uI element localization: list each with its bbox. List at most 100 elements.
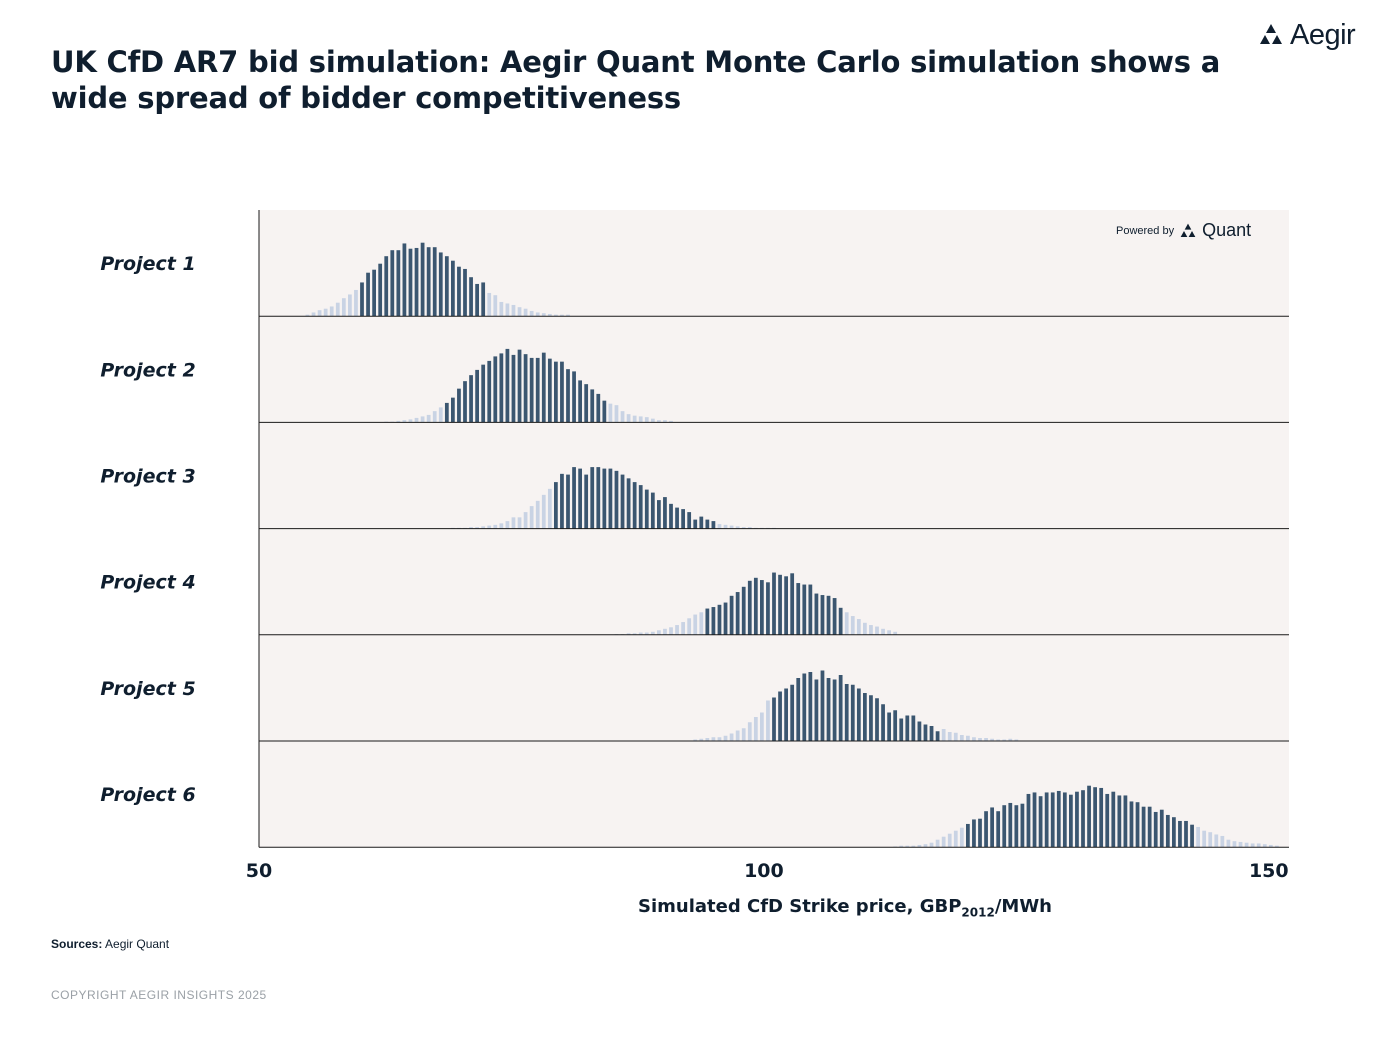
histogram-bar xyxy=(844,612,849,635)
histogram-bar xyxy=(741,586,746,635)
histogram-bar xyxy=(1002,739,1007,741)
histogram-bar xyxy=(693,519,698,529)
histogram-bar xyxy=(996,739,1001,741)
histogram-bar xyxy=(396,420,401,423)
histogram-bar xyxy=(1172,817,1176,848)
histogram-bar xyxy=(663,420,667,423)
histogram-bar xyxy=(547,313,552,317)
histogram-bar xyxy=(1147,806,1152,848)
histogram-bar xyxy=(929,842,934,848)
histogram-bar xyxy=(687,512,692,529)
histogram-bar xyxy=(1008,802,1013,848)
histogram-bar xyxy=(790,684,795,741)
histogram-bar xyxy=(572,371,576,423)
histogram-bar xyxy=(644,417,649,423)
histogram-bar xyxy=(608,468,613,529)
histogram-bar xyxy=(475,369,479,423)
histogram-bar xyxy=(978,738,982,741)
histogram-bar xyxy=(735,730,740,741)
histogram-bar xyxy=(760,580,764,635)
histogram-bar xyxy=(1093,787,1097,848)
histogram-bar xyxy=(657,500,661,529)
histogram-bar xyxy=(790,573,795,635)
histogram-bar xyxy=(1014,739,1019,741)
series-label: Project 3 xyxy=(100,466,195,488)
histogram-bar xyxy=(638,416,643,423)
histogram-bar xyxy=(990,738,994,741)
histogram-bar xyxy=(596,467,601,529)
histogram-bar xyxy=(675,625,679,635)
histogram-bar xyxy=(541,494,546,529)
histogram-bar xyxy=(850,684,855,741)
histogram-bar xyxy=(554,314,558,317)
histogram-bar xyxy=(1075,791,1079,848)
histogram-bar xyxy=(541,313,546,317)
histogram-bar xyxy=(444,402,449,423)
series-label: Project 5 xyxy=(100,678,195,700)
histogram-bar xyxy=(638,632,643,635)
histogram-bar xyxy=(935,731,940,741)
histogram-bar xyxy=(663,628,667,635)
histogram-bar xyxy=(547,488,552,529)
histogram-bar xyxy=(632,633,637,635)
histogram-bar xyxy=(535,357,540,423)
histogram-bar xyxy=(523,354,528,423)
histogram-bar xyxy=(463,381,467,423)
histogram-bar xyxy=(305,314,310,317)
x-axis-title-sub: 2012 xyxy=(961,905,995,920)
histogram-bar xyxy=(650,418,655,423)
histogram-bar xyxy=(1238,841,1243,848)
histogram-bar xyxy=(966,823,970,848)
aegir-triangles-icon xyxy=(1260,24,1282,44)
histogram-bar xyxy=(959,827,964,848)
histogram-bar xyxy=(1196,826,1200,848)
histogram-bar xyxy=(796,678,801,741)
histogram-bar xyxy=(826,595,831,635)
histogram-bar xyxy=(663,497,667,529)
histogram-bar xyxy=(832,679,837,741)
histogram-bar xyxy=(566,314,570,317)
histogram-bar xyxy=(1214,834,1219,848)
histogram-bar xyxy=(893,710,898,741)
histogram-bar xyxy=(511,304,516,317)
histogram-bar xyxy=(511,354,516,423)
histogram-bar xyxy=(414,247,419,317)
histogram-bar xyxy=(826,678,831,741)
histogram-bar xyxy=(669,420,673,423)
histogram-bar xyxy=(978,818,982,848)
histogram-bar xyxy=(820,595,825,635)
histogram-bar xyxy=(335,302,340,317)
histogram-bar xyxy=(481,526,486,529)
histogram-bar xyxy=(578,468,582,529)
histogram-bar xyxy=(596,393,601,423)
histogram-bar xyxy=(463,268,467,317)
histogram-bar xyxy=(669,503,673,529)
histogram-bar xyxy=(432,247,437,317)
histogram-bar xyxy=(711,607,716,635)
histogram-bar xyxy=(747,527,752,529)
histogram-bar xyxy=(772,697,776,741)
histogram-bar xyxy=(1226,839,1231,848)
histogram-bar xyxy=(693,739,698,741)
histogram-bar xyxy=(566,474,570,529)
histogram-bar xyxy=(1141,806,1146,848)
histogram-bar xyxy=(1032,792,1037,848)
histogram-bar xyxy=(614,470,619,529)
histogram-bar xyxy=(905,715,910,741)
histogram-bar xyxy=(1208,832,1213,848)
histogram-bar xyxy=(560,473,564,529)
histogram-bar xyxy=(378,263,383,317)
histogram-bar xyxy=(723,735,728,741)
histogram-bar xyxy=(717,604,722,635)
histogram-bar xyxy=(881,628,885,635)
histogram-bar xyxy=(487,360,492,423)
x-tick-label: 100 xyxy=(744,860,784,882)
histogram-bar xyxy=(802,673,807,741)
histogram-bar xyxy=(917,721,922,741)
histogram-bar xyxy=(644,632,649,635)
histogram-bar xyxy=(911,845,916,848)
histogram-bar xyxy=(1002,805,1007,848)
histogram-bar xyxy=(1159,809,1164,848)
histogram-bar xyxy=(584,474,589,529)
histogram-bar xyxy=(1117,795,1122,848)
